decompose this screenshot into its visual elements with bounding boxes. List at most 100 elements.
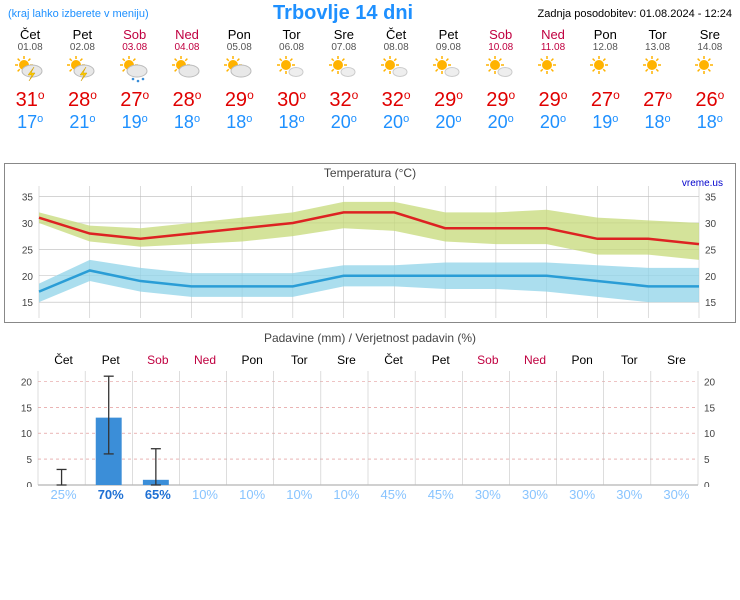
svg-text:10: 10 (704, 429, 716, 440)
day-of-week-row: Čet 01.08 Pet 02.08 Sob 03.08 Ned 04.08 … (0, 27, 740, 53)
low-temp: 20o (527, 112, 579, 133)
weather-icon (475, 53, 527, 89)
high-temp: 28o (56, 89, 108, 112)
high-temp: 26o (684, 89, 736, 112)
precip-percent: 30% (653, 487, 700, 502)
precip-percent: 30% (511, 487, 558, 502)
page-title: Trbovlje 14 dni (273, 2, 413, 25)
low-temp: 18o (631, 112, 683, 133)
day-date: 07.08 (318, 42, 370, 53)
high-temp-row: 31o28o27o28o29o30o32o32o29o29o29o27o27o2… (0, 89, 740, 112)
header: (kraj lahko izberete v meniju) Trbovlje … (0, 0, 740, 27)
svg-text:10: 10 (21, 429, 33, 440)
svg-text:5: 5 (704, 455, 710, 466)
weather-icon (579, 53, 631, 89)
last-update: Zadnja posodobitev: 01.08.2024 - 12:24 (538, 8, 732, 20)
precip-day-label: Pon (559, 353, 606, 367)
day-header: Sre 14.08 (684, 27, 736, 53)
day-of-week: Sre (318, 27, 370, 42)
weather-icon (161, 53, 213, 89)
svg-text:35: 35 (22, 193, 34, 204)
low-temp-row: 17o21o19o18o18o18o20o20o20o20o20o19o18o1… (0, 112, 740, 133)
low-temp: 18o (684, 112, 736, 133)
day-of-week: Ned (161, 27, 213, 42)
day-of-week: Čet (4, 27, 56, 42)
precip-day-label: Sre (323, 353, 370, 367)
low-temp: 20o (370, 112, 422, 133)
low-temp: 19o (109, 112, 161, 133)
day-of-week: Sob (475, 27, 527, 42)
day-date: 06.08 (265, 42, 317, 53)
high-temp: 29o (422, 89, 474, 112)
low-temp: 17o (4, 112, 56, 133)
svg-text:15: 15 (21, 403, 33, 414)
day-date: 09.08 (422, 42, 474, 53)
svg-text:25: 25 (22, 245, 34, 256)
low-temp: 20o (422, 112, 474, 133)
precip-day-label: Čet (40, 353, 87, 367)
precip-day-label: Pet (87, 353, 134, 367)
precip-day-label: Sob (464, 353, 511, 367)
svg-text:15: 15 (22, 298, 34, 309)
day-date: 08.08 (370, 42, 422, 53)
high-temp: 27o (631, 89, 683, 112)
day-date: 11.08 (527, 42, 579, 53)
weather-icon (527, 53, 579, 89)
weather-icon (213, 53, 265, 89)
icon-row (0, 53, 740, 89)
low-temp: 19o (579, 112, 631, 133)
precip-percent: 30% (464, 487, 511, 502)
day-of-week: Pet (56, 27, 108, 42)
high-temp: 27o (579, 89, 631, 112)
menu-hint[interactable]: (kraj lahko izberete v meniju) (8, 8, 149, 20)
precip-percent: 45% (417, 487, 464, 502)
day-of-week: Sre (684, 27, 736, 42)
day-of-week: Tor (265, 27, 317, 42)
precip-day-label: Čet (370, 353, 417, 367)
svg-text:20: 20 (21, 377, 33, 388)
precip-day-label: Tor (276, 353, 323, 367)
day-date: 12.08 (579, 42, 631, 53)
day-header: Čet 08.08 (370, 27, 422, 53)
day-date: 02.08 (56, 42, 108, 53)
day-header: Pet 02.08 (56, 27, 108, 53)
high-temp: 28o (161, 89, 213, 112)
day-of-week: Pon (213, 27, 265, 42)
svg-text:25: 25 (705, 245, 717, 256)
day-date: 10.08 (475, 42, 527, 53)
weather-icon (265, 53, 317, 89)
svg-text:5: 5 (26, 455, 32, 466)
weather-icon (109, 53, 161, 89)
day-date: 04.08 (161, 42, 213, 53)
precip-percent: 65% (134, 487, 181, 502)
high-temp: 27o (109, 89, 161, 112)
weather-icon (684, 53, 736, 89)
temperature-chart: 15152020252530303535 (5, 182, 733, 322)
svg-text:15: 15 (705, 298, 717, 309)
day-date: 05.08 (213, 42, 265, 53)
day-header: Tor 13.08 (631, 27, 683, 53)
day-of-week: Sob (109, 27, 161, 42)
weather-icon (631, 53, 683, 89)
day-header: Pet 09.08 (422, 27, 474, 53)
day-of-week: Pet (422, 27, 474, 42)
day-date: 01.08 (4, 42, 56, 53)
precip-percent: 10% (181, 487, 228, 502)
precip-chart-title: Padavine (mm) / Verjetnost padavin (%) (0, 329, 740, 347)
precip-day-label: Ned (511, 353, 558, 367)
day-header: Tor 06.08 (265, 27, 317, 53)
day-header: Sre 07.08 (318, 27, 370, 53)
svg-text:20: 20 (22, 272, 34, 283)
precip-day-header: ČetPetSobNedPonTorSreČetPetSobNedPonTorS… (0, 347, 740, 367)
precip-percent: 10% (323, 487, 370, 502)
day-of-week: Ned (527, 27, 579, 42)
precip-percent: 30% (559, 487, 606, 502)
precip-percent: 30% (606, 487, 653, 502)
precip-percent: 10% (276, 487, 323, 502)
precip-percent: 25% (40, 487, 87, 502)
precip-day-label: Pet (417, 353, 464, 367)
low-temp: 20o (318, 112, 370, 133)
svg-text:20: 20 (704, 377, 716, 388)
high-temp: 29o (475, 89, 527, 112)
low-temp: 18o (265, 112, 317, 133)
